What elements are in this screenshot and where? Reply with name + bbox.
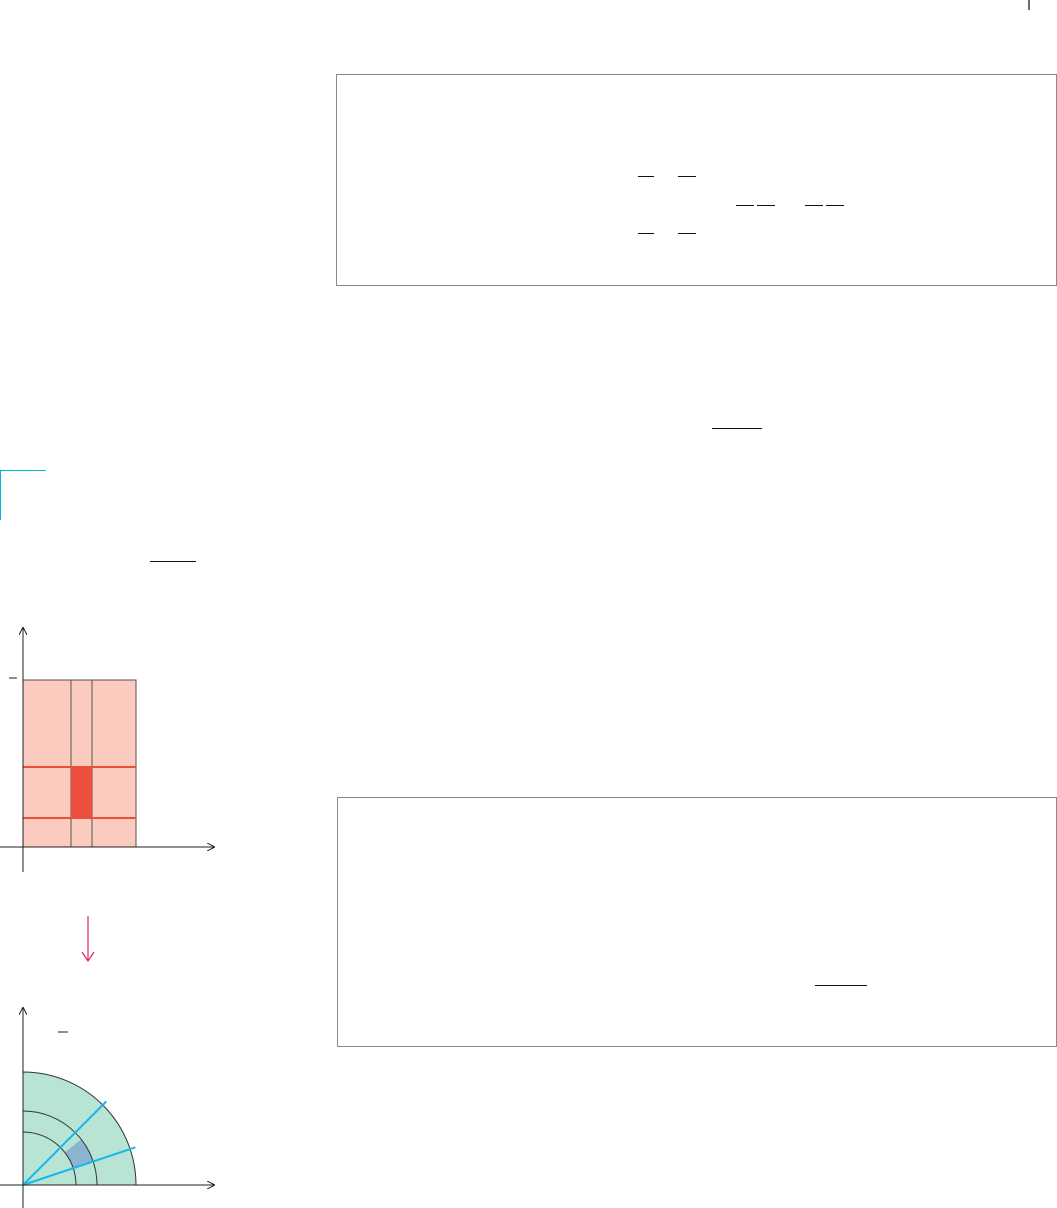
rectangular-region-diagram xyxy=(0,622,230,872)
formula-box-lower xyxy=(337,797,1057,1047)
formula-box-upper xyxy=(336,74,1057,286)
margin-note-bracket xyxy=(0,470,46,520)
fraction-bar xyxy=(712,428,762,429)
fraction-bar xyxy=(757,205,775,206)
fraction-bar xyxy=(826,205,844,206)
fraction-bar xyxy=(678,233,696,234)
fraction-bar xyxy=(638,233,654,234)
fraction-bar xyxy=(736,205,754,206)
fraction-bar xyxy=(815,985,867,986)
rectangular-region xyxy=(23,680,136,847)
highlighted-subrectangle xyxy=(71,767,92,818)
fraction-bar xyxy=(678,176,696,177)
fraction-bar xyxy=(150,561,196,562)
fraction-bar xyxy=(638,176,654,177)
fraction-bar xyxy=(805,205,823,206)
polar-region-diagram xyxy=(0,1008,230,1208)
down-arrow-icon xyxy=(78,916,98,964)
page-top-edge-mark xyxy=(1028,0,1030,10)
